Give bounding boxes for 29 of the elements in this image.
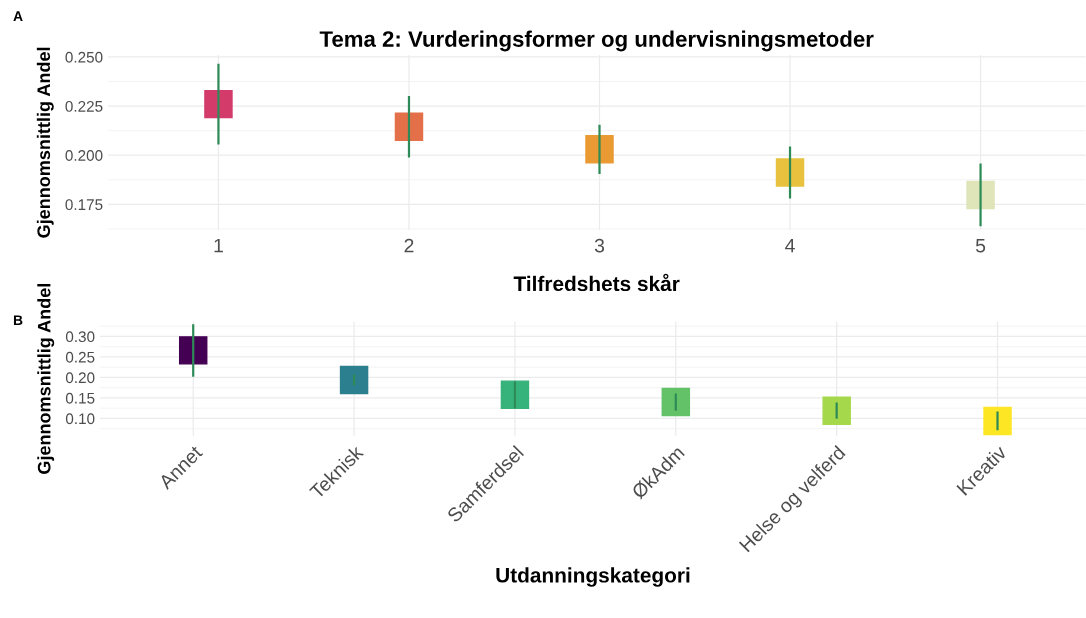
point — [661, 387, 691, 417]
x-tick-label: 3 — [594, 238, 605, 253]
point — [394, 112, 424, 141]
point — [822, 396, 851, 425]
x-tick-label: 2 — [404, 238, 414, 253]
point — [178, 336, 208, 365]
y-tick-label: 0.30 — [65, 331, 95, 343]
y-axis-title: Gjennomsnittlig Andel — [37, 284, 55, 474]
x-tick-label: 5 — [975, 238, 986, 253]
y-tick-label: 0.15 — [65, 392, 95, 404]
y-tick-label: 0.225 — [65, 100, 103, 112]
y-axis-title: Gjennomsnittlig Andel — [36, 47, 54, 238]
y-tick-label: 0.25 — [65, 351, 95, 363]
x-tick-label: 1 — [214, 238, 223, 253]
y-tick-label: 0.200 — [65, 150, 103, 161]
x-axis-title: Tilfredshets skår — [513, 273, 680, 292]
x-tick-label: 4 — [785, 238, 795, 253]
text: A — [13, 11, 23, 21]
point — [500, 380, 530, 409]
chart-title: Tema 2: Vurderingsformer og undervisningsmetoder — [319, 30, 874, 52]
y-tick-label: 0.10 — [65, 413, 95, 425]
point — [983, 406, 1012, 436]
y-tick-label: 0.250 — [65, 51, 103, 63]
text: B — [13, 315, 23, 325]
y-tick-label: 0.20 — [65, 372, 95, 384]
x-axis-title: Utdanningskategori — [496, 567, 690, 587]
point — [339, 365, 369, 395]
point — [775, 158, 805, 187]
y-tick-label: 0.175 — [65, 199, 103, 211]
